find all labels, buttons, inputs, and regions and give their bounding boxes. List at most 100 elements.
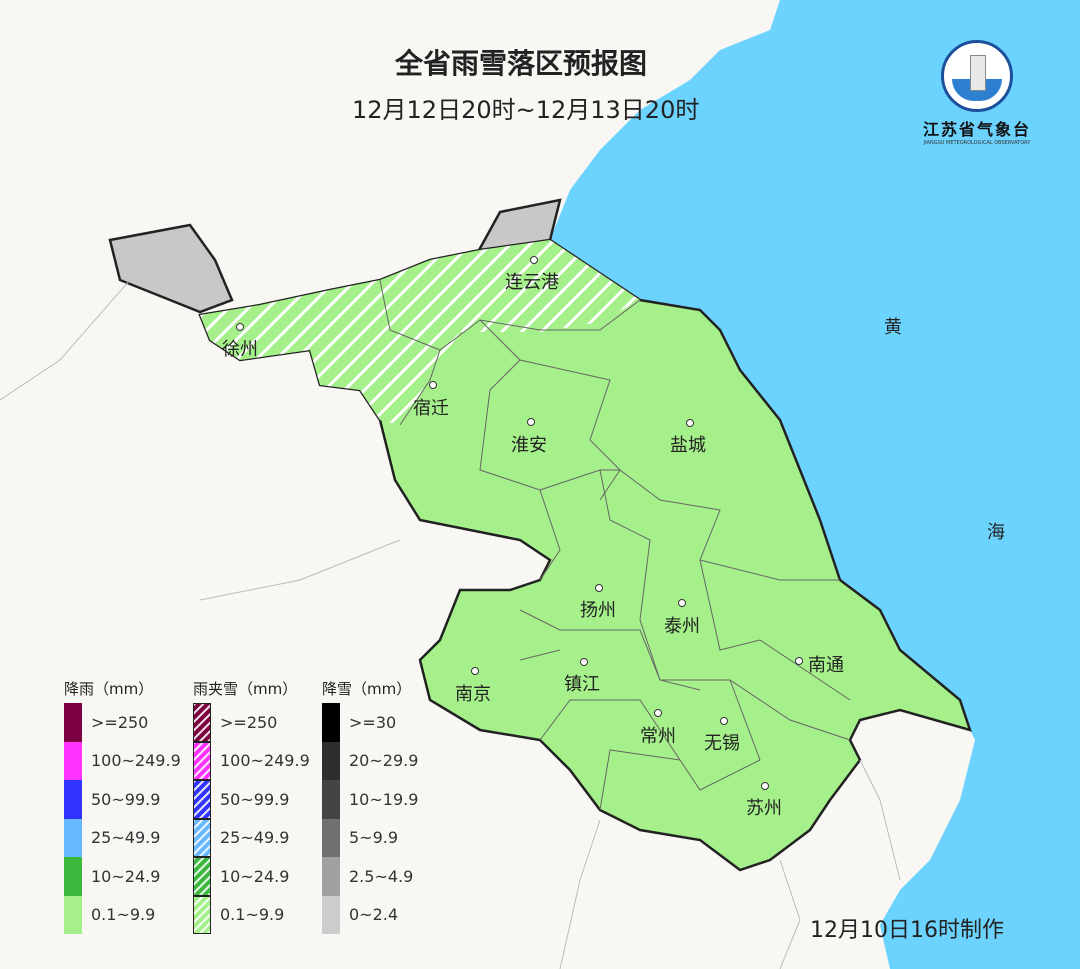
legend-item: 10~24.9: [64, 857, 181, 896]
legend-title: 雨夹雪（mm）: [193, 680, 298, 698]
city-marker: [761, 782, 769, 790]
logo: 江苏省气象台 JIANGSU METEOROLOGICAL OBSERVATOR…: [912, 40, 1042, 146]
city-label: 盐城: [670, 435, 706, 456]
legend-label: 50~99.9: [220, 789, 290, 809]
legend-item: 100~249.9: [193, 741, 310, 780]
city-label: 泰州: [664, 616, 700, 637]
snow-area-west: [108, 223, 234, 314]
legend-label: >=30: [349, 712, 397, 732]
legend-label: 100~249.9: [220, 751, 310, 771]
legend-label: 25~49.9: [220, 828, 290, 848]
city-label: 扬州: [580, 600, 616, 621]
city-marker: [686, 419, 694, 427]
legend-swatch: [322, 857, 340, 896]
legend-label: 0.1~9.9: [220, 905, 285, 925]
legend-swatch: [64, 857, 82, 896]
city-marker: [795, 657, 803, 665]
legend-label: 0.1~9.9: [91, 905, 156, 925]
city-label: 南通: [808, 655, 844, 676]
legend-label: 0~2.4: [349, 905, 399, 925]
city-label: 淮安: [511, 435, 547, 456]
legend-swatch: [193, 703, 211, 742]
legend-item: 10~24.9: [193, 857, 310, 896]
legend-title: 降雪（mm）: [322, 680, 412, 698]
forecast-period: 12月12日20时~12月13日20时: [352, 96, 700, 124]
legend-swatch: [64, 741, 82, 780]
legend-item: 5~9.9: [322, 818, 418, 857]
city-label: 连云港: [505, 272, 559, 293]
city-marker: [530, 256, 538, 264]
legend-swatch: [322, 780, 340, 819]
legend-label: >=250: [91, 712, 149, 732]
legend-item: 25~49.9: [193, 818, 310, 857]
legend-swatch: [64, 780, 82, 819]
city-marker: [527, 418, 535, 426]
legend-item: >=30: [322, 703, 418, 742]
city-label: 苏州: [746, 798, 782, 819]
city-label: 南京: [455, 684, 491, 705]
legend-swatch: [64, 703, 82, 742]
sea-label: 黄: [884, 317, 902, 338]
legend-label: 5~9.9: [349, 828, 399, 848]
city-label: 无锡: [704, 733, 740, 754]
legend-item: 100~249.9: [64, 741, 181, 780]
legend-swatch: [193, 818, 211, 857]
legend-item: 20~29.9: [322, 741, 419, 780]
legend-swatch: [322, 703, 340, 742]
neighbor-boundaries: [0, 279, 901, 969]
city-label: 镇江: [564, 674, 600, 695]
city-marker: [595, 584, 603, 592]
city-marker: [236, 323, 244, 331]
city-marker: [654, 709, 662, 717]
legend-item: >=250: [193, 703, 310, 742]
legend-item: 2.5~4.9: [322, 857, 418, 896]
legend-swatch: [64, 818, 82, 857]
city-marker: [678, 599, 686, 607]
legend-sleet: 雨夹雪（mm） >=250 100~249.9 50~99.9 25~49.9 10~2…: [193, 678, 310, 934]
legend-item: >=250: [64, 703, 181, 742]
city-marker: [720, 717, 728, 725]
legend-item: 50~99.9: [193, 780, 310, 819]
sea-area: [550, 0, 1080, 969]
legend-swatch: [322, 741, 340, 780]
logo-name: 江苏省气象台: [922, 120, 1031, 139]
city-marker: [580, 658, 588, 666]
legend-item: 0.1~9.9: [193, 895, 310, 934]
legend-label: 25~49.9: [91, 828, 161, 848]
city-boundaries: [379, 279, 851, 811]
legend-item: 0.1~9.9: [64, 895, 181, 934]
legend-swatch: [193, 895, 211, 934]
city-marker: [471, 667, 479, 675]
city-label: 常州: [640, 726, 676, 747]
legend-label: 10~19.9: [349, 789, 419, 809]
legend-swatch: [64, 895, 82, 934]
legend-item: 10~19.9: [322, 780, 418, 819]
observatory-emblem-icon: [941, 40, 1013, 112]
legend-title: 降雨（mm）: [64, 680, 154, 698]
legend-item: 0~2.4: [322, 895, 418, 934]
legend-swatch: [193, 780, 211, 819]
legend-swatch: [322, 818, 340, 857]
legend-label: 10~24.9: [91, 866, 161, 886]
legend-label: 50~99.9: [91, 789, 161, 809]
legend-label: 2.5~4.9: [349, 866, 414, 886]
city-marker: [429, 381, 437, 389]
legend-label: 20~29.9: [349, 751, 419, 771]
city-label: 宿迁: [413, 398, 449, 419]
made-time: 12月10日16时制作: [810, 918, 1004, 943]
map-title: 全省雨雪落区预报图: [395, 47, 648, 80]
legend-item: 50~99.9: [64, 780, 181, 819]
legend-snow: 降雪（mm） >=30 20~29.9 10~19.9 5~9.9 2.5~4.9 0~2…: [322, 678, 418, 934]
legend-label: 100~249.9: [91, 751, 181, 771]
legend-item: 25~49.9: [64, 818, 181, 857]
legend-swatch: [193, 857, 211, 896]
sea-label: 海: [987, 522, 1005, 543]
legend-label: 10~24.9: [220, 866, 290, 886]
sleet-area: [200, 240, 640, 425]
legend-rain: 降雨（mm） >=250 100~249.9 50~99.9 25~49.9 10~24…: [64, 678, 181, 934]
legend-swatch: [193, 741, 211, 780]
city-label: 徐州: [222, 339, 258, 360]
legend-swatch: [322, 895, 340, 934]
legend-label: >=250: [220, 712, 278, 732]
